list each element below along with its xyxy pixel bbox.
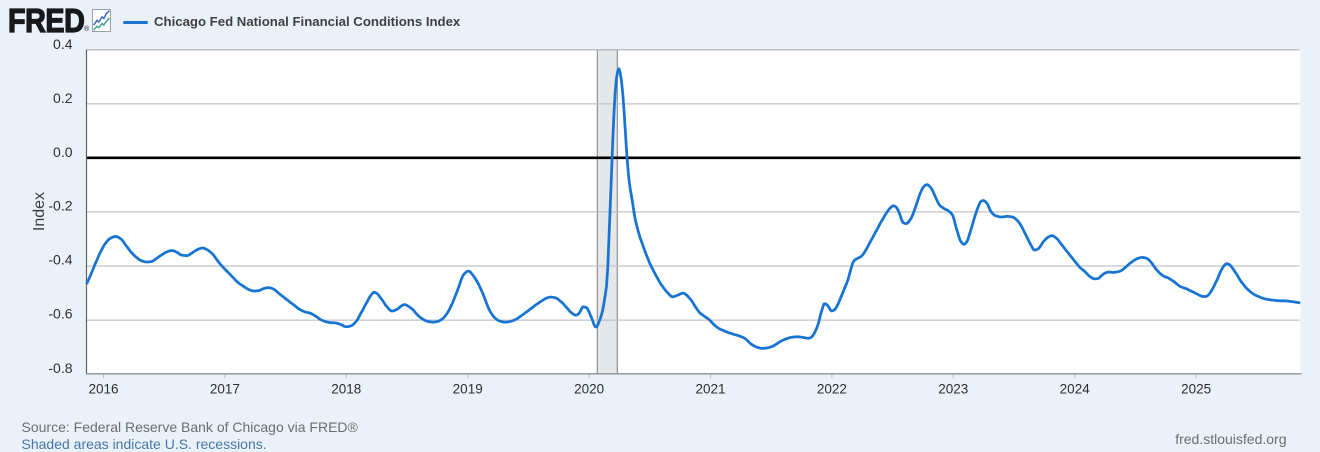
svg-text:2022: 2022	[817, 382, 847, 397]
svg-text:0.2: 0.2	[53, 90, 73, 106]
svg-text:2023: 2023	[938, 382, 968, 397]
svg-text:2021: 2021	[695, 382, 725, 397]
svg-text:-0.4: -0.4	[48, 252, 72, 268]
svg-text:2018: 2018	[331, 382, 361, 397]
svg-text:2025: 2025	[1181, 382, 1211, 397]
svg-text:2016: 2016	[88, 382, 118, 397]
svg-text:2019: 2019	[453, 382, 483, 397]
svg-text:-0.6: -0.6	[48, 306, 72, 322]
svg-text:2024: 2024	[1060, 382, 1091, 397]
svg-text:0.4: 0.4	[53, 36, 73, 52]
svg-text:Index: Index	[31, 192, 48, 231]
svg-text:2020: 2020	[574, 382, 604, 397]
svg-text:2017: 2017	[210, 382, 240, 397]
svg-text:0.0: 0.0	[53, 144, 73, 160]
svg-text:-0.8: -0.8	[48, 360, 72, 376]
svg-text:-0.2: -0.2	[48, 198, 72, 214]
